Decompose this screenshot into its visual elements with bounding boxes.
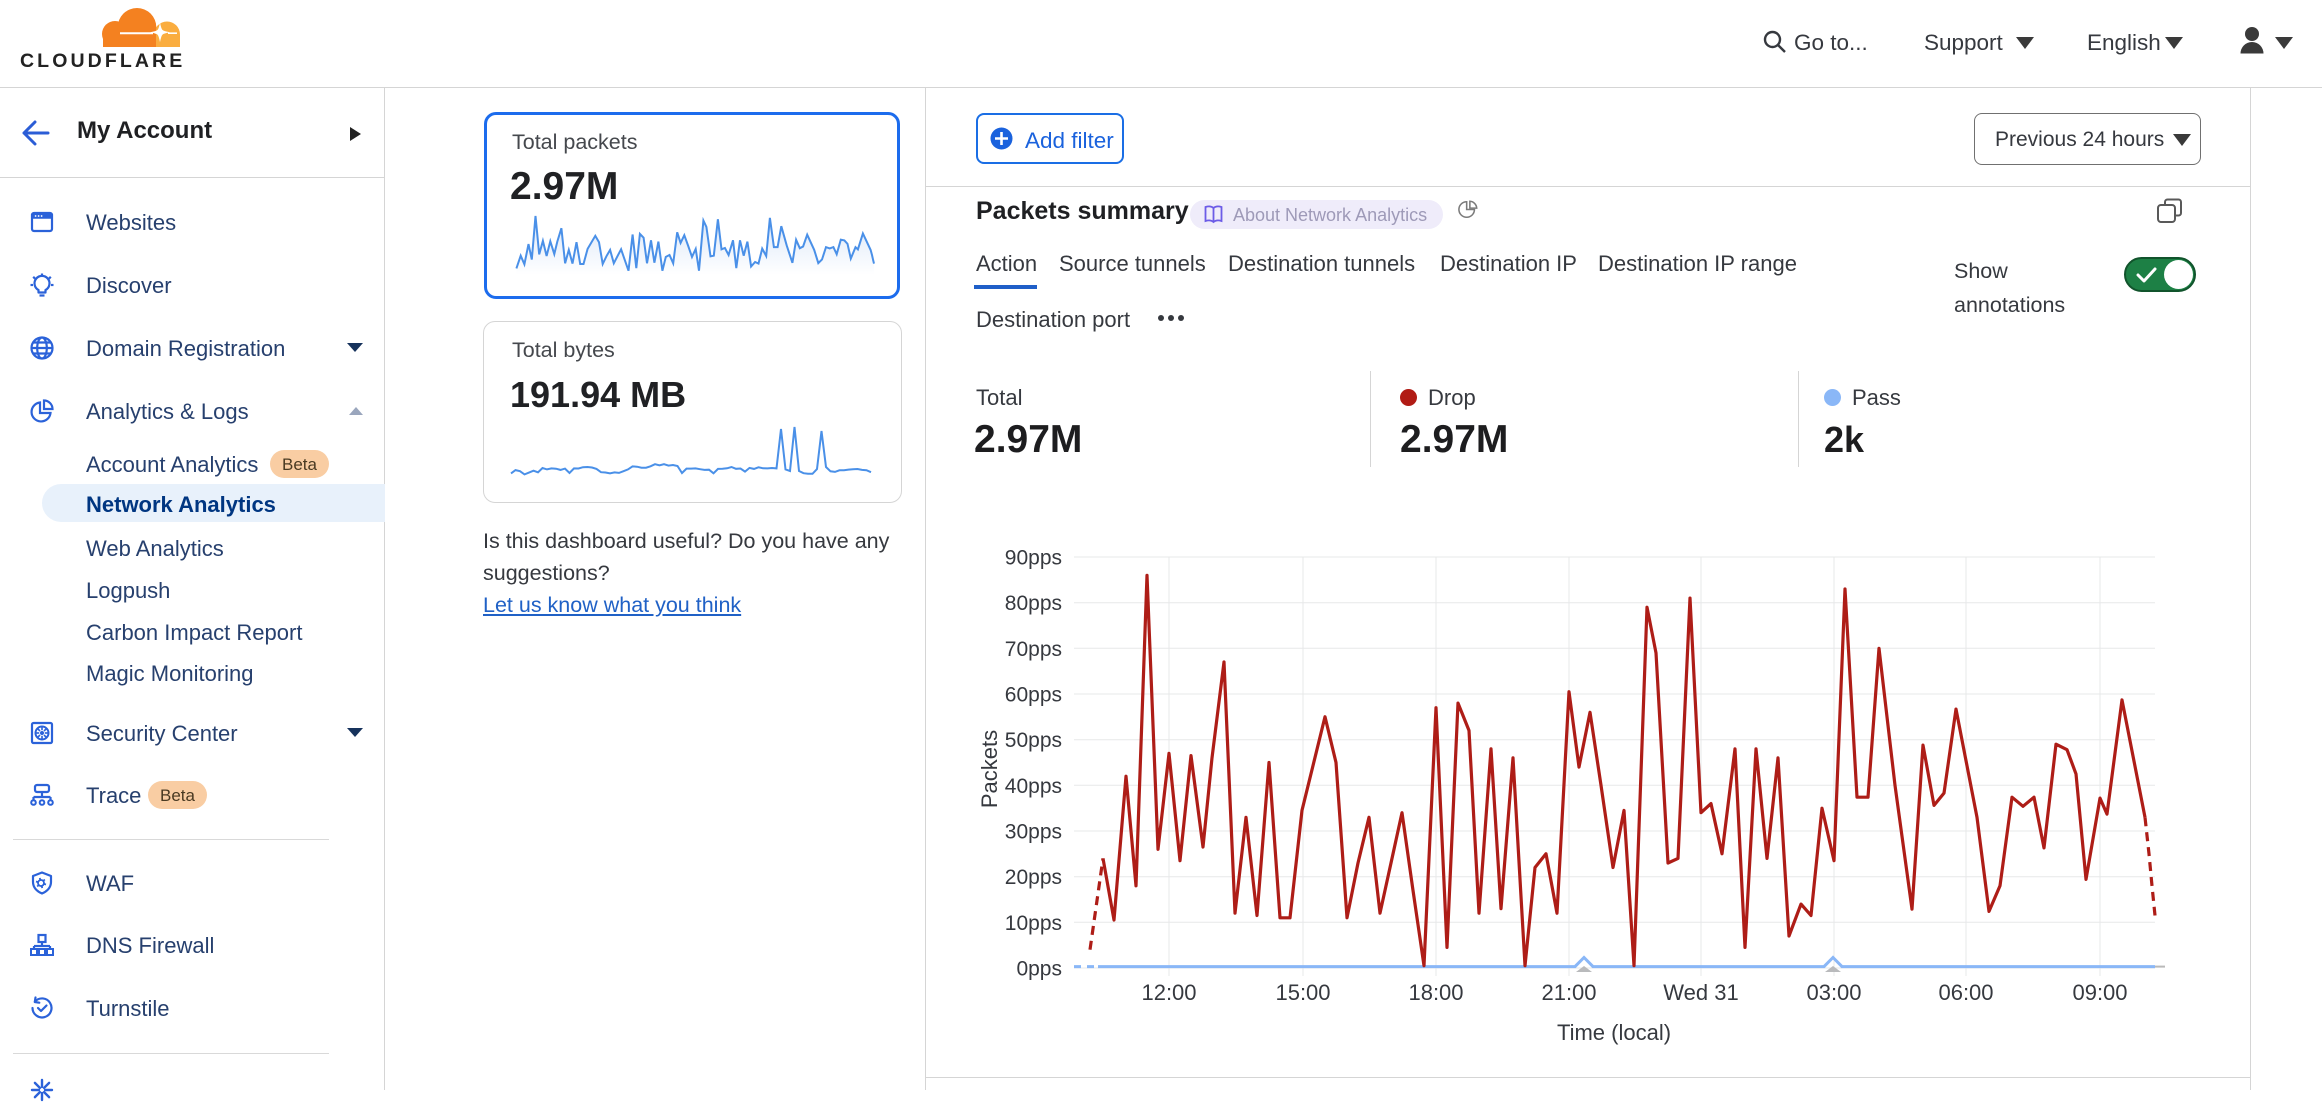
svg-text:18:00: 18:00 bbox=[1408, 980, 1463, 1005]
svg-text:03:00: 03:00 bbox=[1806, 980, 1861, 1005]
svg-text:10pps: 10pps bbox=[1005, 912, 1062, 935]
svg-text:21:00: 21:00 bbox=[1541, 980, 1596, 1005]
svg-text:0pps: 0pps bbox=[1016, 958, 1062, 981]
svg-text:40pps: 40pps bbox=[1005, 775, 1062, 798]
svg-text:60pps: 60pps bbox=[1005, 684, 1062, 707]
svg-text:Wed 31: Wed 31 bbox=[1663, 980, 1738, 1005]
svg-text:15:00: 15:00 bbox=[1275, 980, 1330, 1005]
svg-text:50pps: 50pps bbox=[1005, 729, 1062, 752]
svg-text:CLOUDFLARE: CLOUDFLARE bbox=[20, 50, 185, 72]
svg-text:30pps: 30pps bbox=[1005, 821, 1062, 844]
svg-text:70pps: 70pps bbox=[1005, 638, 1062, 661]
svg-text:Packets: Packets bbox=[977, 730, 1002, 808]
svg-text:09:00: 09:00 bbox=[2072, 980, 2127, 1005]
svg-text:06:00: 06:00 bbox=[1938, 980, 1993, 1005]
svg-text:80pps: 80pps bbox=[1005, 592, 1062, 615]
svg-text:20pps: 20pps bbox=[1005, 866, 1062, 889]
svg-text:12:00: 12:00 bbox=[1141, 980, 1196, 1005]
svg-text:Time (local): Time (local) bbox=[1557, 1020, 1671, 1045]
svg-text:90pps: 90pps bbox=[1005, 547, 1062, 570]
